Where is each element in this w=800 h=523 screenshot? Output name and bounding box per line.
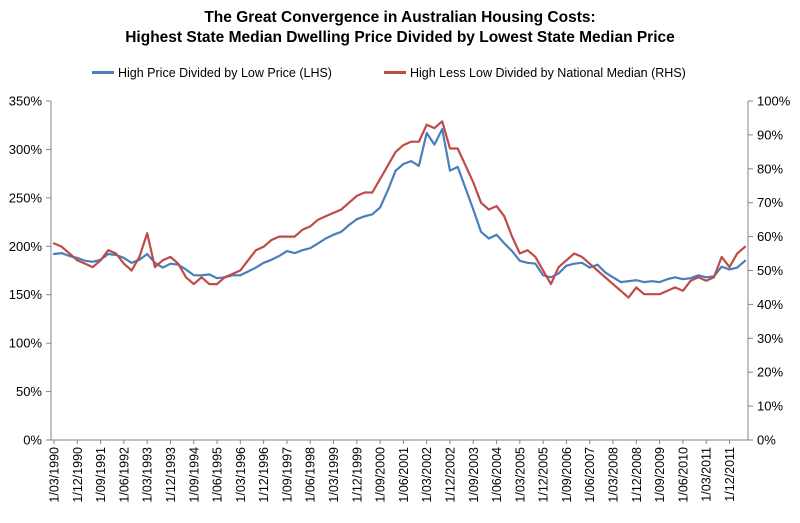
legend-item-spread-over-median: High Less Low Divided by National Median… bbox=[384, 66, 686, 80]
right-axis-tick-label: 0% bbox=[757, 433, 776, 448]
x-axis-tick-label: 1/12/2002 bbox=[443, 447, 457, 503]
chart-title: The Great Convergence in Australian Hous… bbox=[0, 8, 800, 48]
x-axis-tick-label: 1/12/1990 bbox=[71, 447, 85, 503]
x-axis-tick-label: 1/12/1993 bbox=[164, 447, 178, 503]
chart-title-line-2: Highest State Median Dwelling Price Divi… bbox=[125, 29, 675, 46]
legend: High Price Divided by Low Price (LHS) Hi… bbox=[0, 66, 800, 84]
series-line-spread-over-median bbox=[52, 120, 747, 299]
right-axis-tick-label: 100% bbox=[757, 94, 791, 109]
x-axis-tick-label: 1/12/2011 bbox=[723, 447, 737, 502]
x-axis-tick-label: 1/03/2008 bbox=[607, 447, 621, 503]
axes bbox=[50, 101, 749, 441]
right-axis-tick-label: 80% bbox=[757, 161, 783, 176]
x-axis-tick-label: 1/12/1999 bbox=[350, 447, 364, 503]
legend-swatch-blue bbox=[92, 71, 114, 75]
right-axis-tick-label: 20% bbox=[757, 365, 783, 380]
right-axis-tick-label: 30% bbox=[757, 331, 783, 346]
legend-item-high-over-low: High Price Divided by Low Price (LHS) bbox=[92, 66, 332, 80]
left-axis-tick-label: 350% bbox=[9, 94, 43, 109]
legend-label-high-over-low: High Price Divided by Low Price (LHS) bbox=[118, 66, 332, 80]
x-axis-tick-label: 1/09/1997 bbox=[280, 447, 294, 503]
right-axis-tick-label: 40% bbox=[757, 297, 783, 312]
x-axis-tick-label: 1/09/1991 bbox=[94, 447, 108, 503]
series-line-high-over-low bbox=[52, 128, 747, 284]
right-axis-tick-label: 10% bbox=[757, 399, 783, 414]
x-axis-tick-label: 1/06/2007 bbox=[583, 447, 597, 503]
series-lines bbox=[52, 120, 747, 299]
right-axis-tick-label: 60% bbox=[757, 229, 783, 244]
x-axis-tick-label: 1/03/2005 bbox=[513, 447, 527, 503]
x-axis-tick-label: 1/03/1996 bbox=[234, 447, 248, 503]
x-axis-tick-label: 1/03/2011 bbox=[700, 447, 714, 502]
left-axis-tick-label: 50% bbox=[16, 384, 42, 399]
x-axis-tick-label: 1/09/2009 bbox=[653, 447, 667, 503]
x-axis-ticks: 1/03/1990 1/12/1990 1/09/1991 1/06/1992 1/03… bbox=[48, 440, 737, 503]
x-axis-tick-label: 1/09/2006 bbox=[560, 447, 574, 503]
x-axis-tick-label: 1/03/2002 bbox=[420, 447, 434, 503]
left-axis-tick-label: 100% bbox=[9, 336, 43, 351]
left-axis-ticks: 0% 50% 100% 150% 200% 250% 300% 350% bbox=[9, 94, 51, 448]
x-axis-tick-label: 1/03/1999 bbox=[327, 447, 341, 503]
x-axis-tick-label: 1/06/2010 bbox=[676, 447, 690, 503]
legend-label-spread-over-median: High Less Low Divided by National Median… bbox=[410, 66, 686, 80]
left-axis-tick-label: 200% bbox=[9, 239, 43, 254]
left-axis-tick-label: 300% bbox=[9, 142, 43, 157]
chart-title-line-1: The Great Convergence in Australian Hous… bbox=[204, 9, 596, 26]
right-axis-tick-label: 70% bbox=[757, 195, 783, 210]
x-axis-tick-label: 1/09/2003 bbox=[467, 447, 481, 503]
x-axis-tick-label: 1/06/2004 bbox=[490, 447, 504, 503]
x-axis-tick-label: 1/09/2000 bbox=[374, 447, 388, 503]
left-axis-tick-label: 0% bbox=[23, 433, 42, 448]
x-axis-tick-label: 1/06/2001 bbox=[397, 447, 411, 503]
x-axis-tick-label: 1/06/1992 bbox=[117, 447, 131, 503]
x-axis-tick-label: 1/06/1995 bbox=[211, 447, 225, 503]
legend-swatch-red bbox=[384, 71, 406, 75]
x-axis-tick-label: 1/03/1990 bbox=[48, 447, 62, 503]
x-axis-tick-label: 1/09/1994 bbox=[187, 447, 201, 503]
x-axis-tick-label: 1/03/1993 bbox=[141, 447, 155, 503]
x-axis-tick-label: 1/12/2005 bbox=[537, 447, 551, 503]
right-axis-tick-label: 90% bbox=[757, 127, 783, 142]
right-axis-tick-label: 50% bbox=[757, 263, 783, 278]
x-axis-tick-label: 1/12/1996 bbox=[257, 447, 271, 503]
left-axis-tick-label: 150% bbox=[9, 287, 43, 302]
x-axis-tick-label: 1/06/1998 bbox=[304, 447, 318, 503]
right-axis-ticks: 0% 10% 20% 30% 40% 50% 60% 70% 80% 90% 100% bbox=[748, 94, 791, 448]
x-axis-tick-label: 1/12/2008 bbox=[630, 447, 644, 503]
left-axis-tick-label: 250% bbox=[9, 190, 43, 205]
